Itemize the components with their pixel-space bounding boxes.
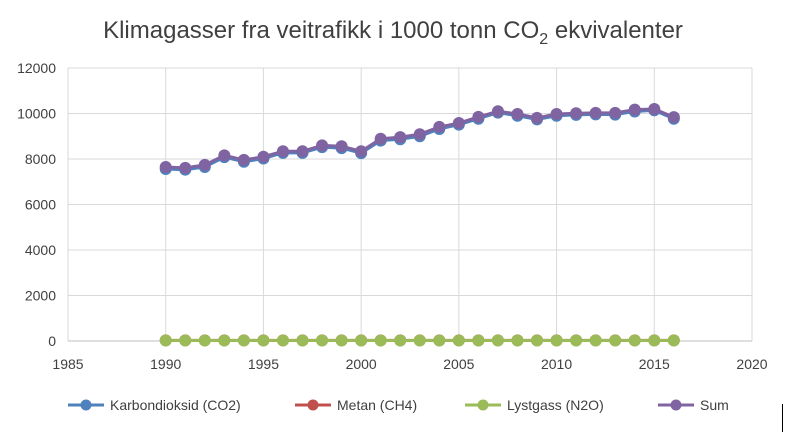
legend-swatch-marker xyxy=(670,399,682,411)
y-tick-label: 10000 xyxy=(17,106,56,122)
data-point xyxy=(511,107,524,120)
data-point xyxy=(335,334,348,347)
data-point xyxy=(276,145,289,158)
legend-swatch-marker xyxy=(307,399,319,411)
data-point xyxy=(257,334,270,347)
x-axis-ticks: 1985 1990 1995 2000 2005 2010 2015 2020 xyxy=(52,356,767,372)
data-point xyxy=(413,128,426,141)
data-point xyxy=(276,334,289,347)
data-point xyxy=(159,334,172,347)
data-point xyxy=(472,110,485,123)
x-tick-label: 2015 xyxy=(639,356,670,372)
data-point xyxy=(433,120,446,133)
data-point xyxy=(316,334,329,347)
data-point xyxy=(472,334,485,347)
data-point xyxy=(550,107,563,120)
y-tick-label: 12000 xyxy=(17,60,56,76)
edge-mark xyxy=(782,404,783,432)
data-point xyxy=(179,161,192,174)
data-point xyxy=(491,105,504,118)
data-point xyxy=(648,334,661,347)
data-point xyxy=(394,131,407,144)
data-point xyxy=(609,106,622,119)
legend-item-lystgass-n2o: Lystgass (N2O) xyxy=(465,397,604,413)
data-point xyxy=(589,106,602,119)
data-point xyxy=(257,150,270,163)
data-point xyxy=(570,107,583,120)
chart-title-subscript: 2 xyxy=(539,31,548,48)
data-point xyxy=(628,103,641,116)
data-point xyxy=(316,139,329,152)
y-tick-label: 0 xyxy=(48,333,56,349)
chart-title: Klimagasser fra veitrafikk i 1000 tonn C… xyxy=(103,17,683,48)
y-axis-ticks: 0 2000 4000 6000 8000 10000 12000 xyxy=(17,60,56,349)
x-tick-label: 1990 xyxy=(150,356,181,372)
data-point xyxy=(609,334,622,347)
gridlines xyxy=(67,67,753,342)
data-point xyxy=(589,334,602,347)
data-point xyxy=(667,334,680,347)
data-point xyxy=(374,132,387,145)
legend-label: Metan (CH4) xyxy=(337,397,417,413)
x-tick-label: 2000 xyxy=(346,356,377,372)
data-point xyxy=(550,334,563,347)
data-point xyxy=(531,111,544,124)
legend-label: Lystgass (N2O) xyxy=(507,397,604,413)
data-point xyxy=(433,334,446,347)
x-tick-label: 1985 xyxy=(52,356,83,372)
x-tick-label: 1995 xyxy=(248,356,279,372)
data-point xyxy=(198,334,211,347)
data-point xyxy=(355,145,368,158)
legend: Karbondioksid (CO2) Metan (CH4) Lystgass (… xyxy=(68,397,729,413)
data-point xyxy=(355,334,368,347)
data-point xyxy=(179,334,192,347)
data-point xyxy=(198,158,211,171)
y-tick-label: 2000 xyxy=(25,288,56,304)
series-sum xyxy=(159,102,680,174)
data-point xyxy=(628,334,641,347)
data-point xyxy=(159,160,172,173)
data-point xyxy=(296,145,309,158)
chart-title-suffix: ekvivalenter xyxy=(548,17,683,44)
data-point xyxy=(648,102,661,115)
data-point xyxy=(374,334,387,347)
legend-item-karbondioksid-co2: Karbondioksid (CO2) xyxy=(68,397,241,413)
x-tick-label: 2005 xyxy=(443,356,474,372)
legend-item-sum: Sum xyxy=(658,397,729,413)
data-point xyxy=(491,334,504,347)
legend-swatch-marker xyxy=(80,399,92,411)
legend-swatch-marker xyxy=(477,399,489,411)
legend-label: Sum xyxy=(700,397,729,413)
data-point xyxy=(394,334,407,347)
y-tick-label: 8000 xyxy=(25,151,56,167)
data-point xyxy=(237,153,250,166)
legend-item-metan-ch4: Metan (CH4) xyxy=(295,397,417,413)
x-tick-label: 2020 xyxy=(736,356,767,372)
data-point xyxy=(531,334,544,347)
legend-label: Karbondioksid (CO2) xyxy=(110,397,241,413)
data-point xyxy=(296,334,309,347)
data-point xyxy=(511,334,524,347)
series-layer xyxy=(159,102,680,347)
y-tick-label: 4000 xyxy=(25,242,56,258)
data-point xyxy=(570,334,583,347)
data-point xyxy=(413,334,426,347)
data-point xyxy=(237,334,250,347)
data-point xyxy=(218,149,231,162)
series-lystgass-n2o xyxy=(159,334,680,347)
data-point xyxy=(667,111,680,124)
data-point xyxy=(335,140,348,153)
data-point xyxy=(218,334,231,347)
data-point xyxy=(452,334,465,347)
y-tick-label: 6000 xyxy=(25,197,56,213)
x-tick-label: 2010 xyxy=(541,356,572,372)
data-point xyxy=(452,117,465,130)
